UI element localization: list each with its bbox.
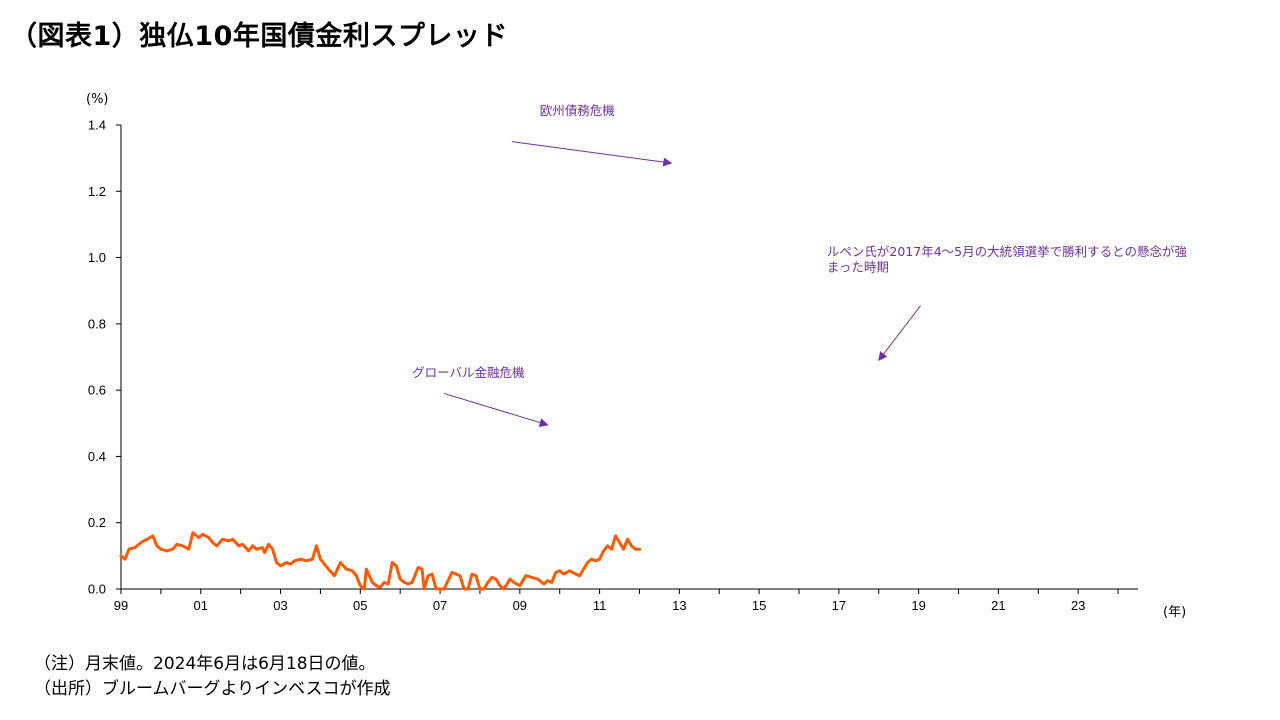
x-tick-label: 03: [273, 598, 287, 613]
x-tick-label: 99: [114, 598, 128, 613]
x-tick-label: 11: [593, 598, 607, 613]
annotation-text: グローバル金融危機: [412, 365, 525, 380]
y-tick-label: 0.6: [88, 383, 106, 398]
x-tick-label: 21: [991, 598, 1005, 613]
y-tick-label: 0.0: [88, 582, 106, 597]
x-tick-label: 13: [672, 598, 686, 613]
line-chart: 0.0 0.2 0.4 0.6 0.8 1.0 1.2 1.4 99 01 03 05 07 09 11 13…: [86, 92, 1188, 620]
y-tick-label: 0.4: [88, 449, 106, 464]
y-tick-label: 1.4: [88, 118, 106, 133]
x-tick-label: 01: [194, 598, 208, 613]
x-tick-label: 09: [513, 598, 527, 613]
x-tick-label: 23: [1071, 598, 1085, 613]
y-tick-label: 1.2: [88, 184, 106, 199]
annotation-arrow: [443, 392, 549, 427]
x-tick-label: 17: [832, 598, 846, 613]
y-axis-unit: (%): [86, 92, 109, 107]
footnotes: （注）月末値。2024年6月は6月18日の値。 （出所）ブルームバーグよりインベ…: [34, 652, 391, 702]
source-line: （出所）ブルームバーグよりインベスコが作成: [34, 679, 391, 699]
chart-title: （図表1）独仏10年国債金利スプレッド: [10, 21, 508, 52]
x-tick-label: 15: [752, 598, 766, 613]
annotation-text: 欧州債務危機: [540, 103, 616, 118]
y-tick-label: 0.8: [88, 316, 106, 331]
x-tick-label: 07: [433, 598, 447, 613]
x-tick-label: 05: [353, 598, 367, 613]
annotation-text: まった時期: [827, 259, 889, 274]
y-tick-label: 1.0: [88, 250, 106, 265]
annotation-text: ルペン氏が2017年4～5月の大統領選挙で勝利するとの懸念が強: [827, 244, 1188, 259]
x-axis-unit: (年): [1163, 605, 1186, 620]
spread-line: [119, 531, 641, 591]
x-tick-label: 19: [911, 598, 925, 613]
note-line: （注）月末値。2024年6月は6月18日の値。: [34, 654, 376, 674]
annotation-arrow: [511, 141, 673, 167]
y-tick-label: 0.2: [88, 515, 106, 530]
annotation-arrow: [878, 305, 922, 362]
